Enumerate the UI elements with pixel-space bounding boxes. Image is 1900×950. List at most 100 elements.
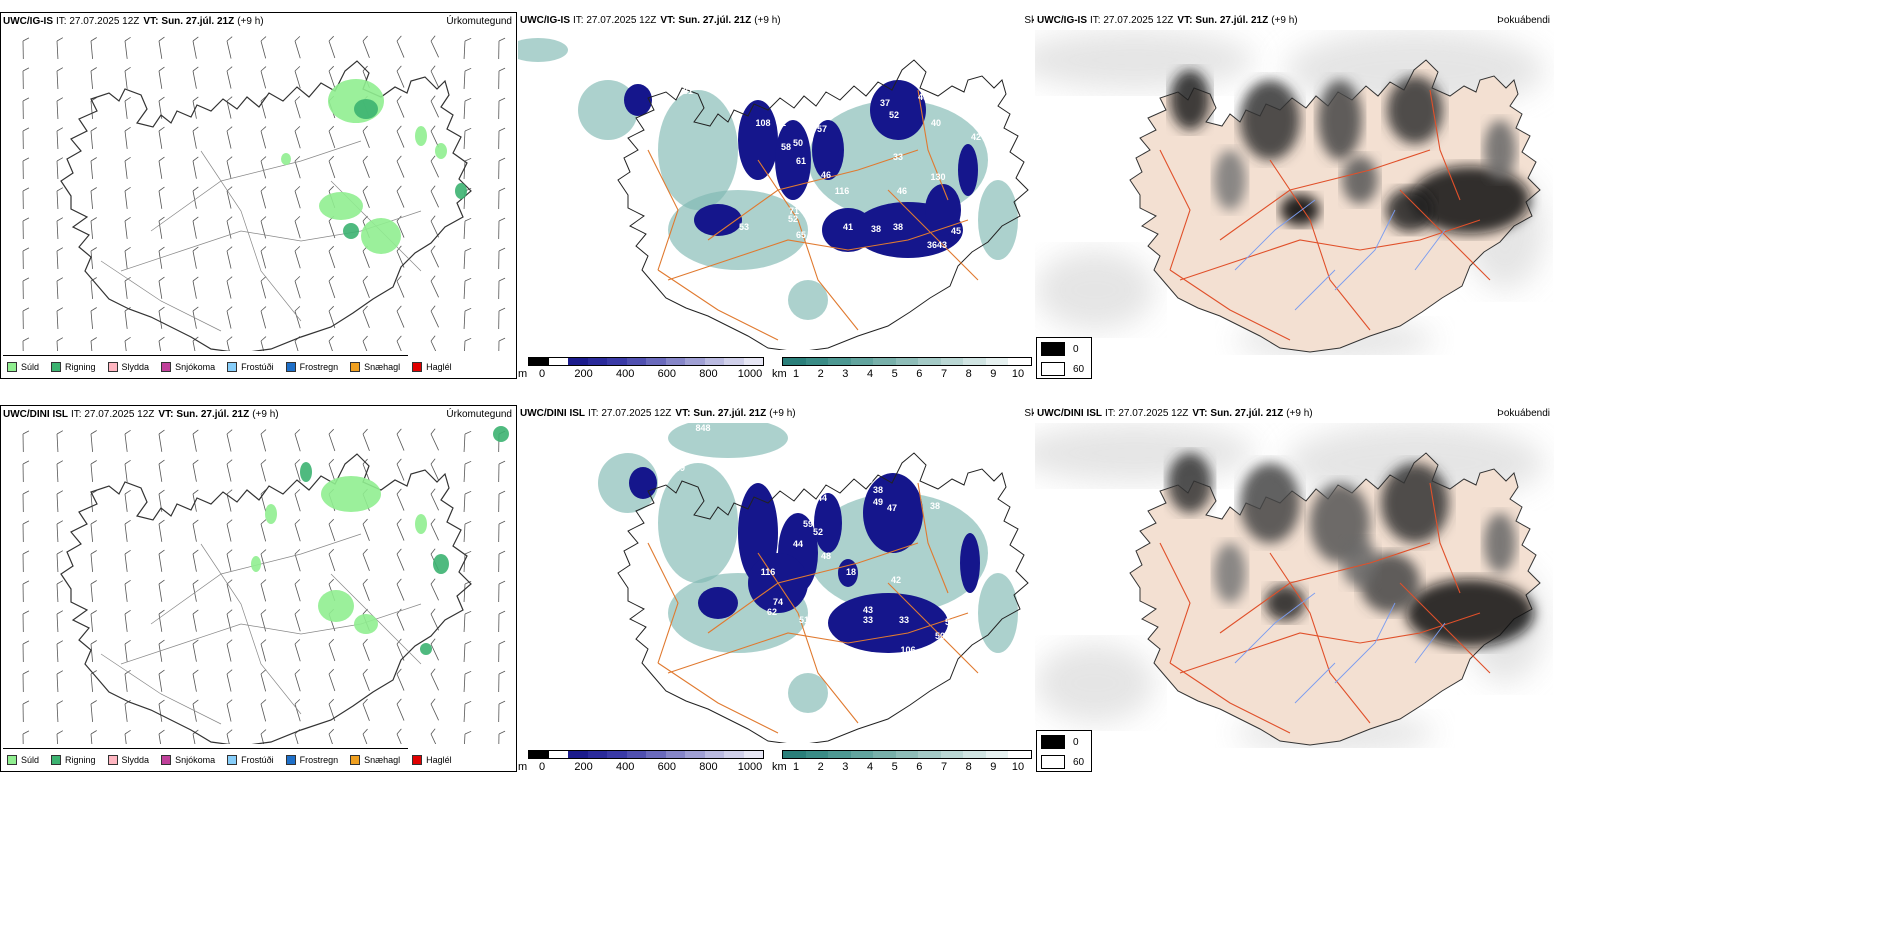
cloud-base-label: 33 [899, 615, 909, 625]
panel-title: Skyggni [1024, 408, 1034, 419]
cloud-base-label: 52 [813, 527, 823, 537]
valid-time: Sun. 27.júl. 21Z [161, 16, 235, 27]
lead-time: (+9 h) [769, 408, 796, 419]
wind-barb [430, 698, 439, 721]
wind-barb [498, 640, 506, 663]
colorbar-step [724, 358, 744, 365]
precip-area [321, 476, 381, 512]
fog-area [1240, 80, 1300, 160]
colorbar-tick: 600 [657, 368, 676, 379]
wind-barb [498, 580, 506, 603]
wind-barb [56, 157, 64, 179]
legend-swatch [285, 361, 296, 372]
wind-barb [226, 306, 233, 329]
legend-swatch [107, 361, 118, 372]
cloud-base-label: 71 [789, 206, 799, 216]
cloud-base-label: 63 [811, 585, 821, 595]
visibility-area [518, 38, 568, 62]
precip-area [354, 99, 378, 119]
wind-barb [124, 519, 131, 542]
wind-barb [396, 578, 405, 601]
legend-label: Frostúði [241, 361, 274, 372]
wind-barb [22, 307, 30, 330]
wind-barb [192, 66, 199, 89]
wind-barb [362, 275, 370, 298]
cloud-base-label: 38 [871, 224, 881, 234]
colorbar-step [743, 751, 763, 758]
wind-barb [192, 126, 199, 149]
road-line [887, 189, 979, 281]
wind-barb [463, 550, 472, 572]
fog-key-swatch [1041, 342, 1065, 356]
wind-barb [396, 305, 405, 328]
colorbar-strip [528, 357, 764, 366]
wind-barb [430, 668, 439, 691]
colorbar-tick: 8 [965, 368, 972, 379]
wind-barb [226, 579, 233, 602]
visibility-area [658, 90, 738, 210]
wind-barb [192, 246, 199, 269]
visibility-area [658, 463, 738, 583]
legend-label: Frostregn [299, 361, 339, 372]
cloud-base-label: 59 [863, 475, 873, 485]
wind-barb [396, 428, 405, 451]
wind-barb [22, 520, 30, 543]
wind-barb [90, 67, 97, 89]
road-line [647, 542, 679, 664]
wind-barb [294, 639, 301, 662]
valid-time-label: VT: [675, 408, 691, 419]
wind-barb [226, 729, 233, 744]
valid-time: Sun. 27.júl. 21Z [176, 409, 250, 420]
river-line [1334, 209, 1396, 291]
colorbar-tick: 9 [990, 761, 997, 772]
wind-barb [226, 669, 233, 692]
wind-barb [396, 728, 405, 744]
fog-key-row: 0 [1041, 733, 1087, 751]
legend-item: Snjókoma [161, 754, 216, 765]
wind-barb [328, 65, 336, 89]
colorbar-step [568, 358, 588, 365]
cloud-base-label: 52 [889, 110, 899, 120]
wind-barb [260, 126, 267, 149]
wind-barb [56, 730, 64, 744]
wind-barb [158, 66, 165, 89]
cloud-base-label: 43 [937, 240, 947, 250]
panel-title: Þokuábendi [1497, 15, 1550, 26]
wind-barb [124, 699, 131, 722]
wind-barb [260, 579, 267, 602]
wind-barb [498, 490, 506, 513]
panel-title: Úrkomutegund [446, 409, 512, 420]
wind-barb [124, 156, 131, 179]
wind-barb [430, 95, 439, 118]
precip-panel-top: UWC/IG-IS IT: 27.07.2025 12Z VT: Sun. 27… [0, 12, 517, 379]
wind-barb [124, 276, 131, 299]
road-line [1219, 149, 1431, 241]
wind-barb [498, 730, 506, 744]
colorbar-step [850, 751, 874, 758]
low-cloud-area [812, 120, 844, 180]
river-line [1414, 622, 1446, 664]
cloud-base-label: 43 [863, 605, 873, 615]
legend-label: Haglél [426, 754, 452, 765]
wind-barb [294, 156, 301, 179]
wind-barb [294, 699, 301, 722]
precip-map [22, 35, 506, 351]
visibility-area [668, 423, 788, 458]
valid-time-label: VT: [660, 15, 676, 26]
colorbar-step [704, 358, 724, 365]
wind-barb [463, 217, 472, 239]
colorbar-tick: 7 [940, 368, 948, 379]
wind-barb [498, 157, 506, 180]
wind-barb [294, 519, 301, 542]
wind-barb [294, 96, 301, 119]
wind-barb [226, 156, 233, 179]
wind-barb [22, 247, 30, 270]
low-cloud-area [694, 204, 742, 236]
precip-areas [251, 426, 509, 655]
wind-barb [396, 65, 405, 88]
wind-barb [362, 185, 370, 208]
fog-key-swatch [1041, 755, 1065, 769]
legend-label: Snjókoma [175, 754, 216, 765]
colorbar-step [626, 358, 646, 365]
wind-barb [158, 156, 165, 179]
